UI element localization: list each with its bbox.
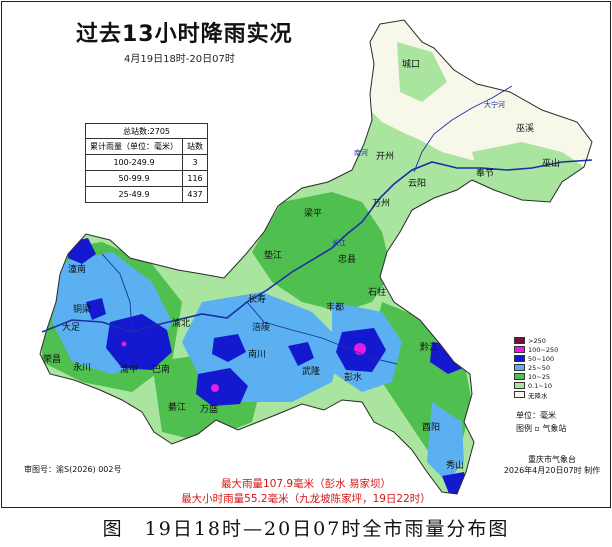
credit-time: 2026年4月20日07时 制作 (503, 466, 601, 475)
city-label-wuxi: 巫溪 (516, 124, 535, 134)
zone-10-25-central (252, 192, 392, 312)
credit-block: 重庆市气象台 2026年4月20日07时 制作 (502, 454, 602, 476)
legend-label: 10~25 (528, 372, 550, 381)
station-total: 总站数:2705 (85, 123, 208, 139)
rainfall-map (39, 19, 593, 495)
table-row: 25-49.9 437 (85, 186, 208, 203)
range-cell: 25-49.9 (85, 186, 183, 203)
zone-100-250-wansheng (211, 384, 219, 392)
legend-swatch (514, 337, 525, 344)
legend-swatch (514, 364, 525, 371)
tributary-north (413, 85, 513, 173)
column-header-count: 站数 (182, 138, 208, 155)
legend-item: 0.1~10 (514, 381, 558, 390)
table-row: 50-99.9 116 (85, 170, 208, 187)
legend-swatch (514, 346, 525, 353)
legend-item: 25~50 (514, 363, 558, 372)
legend-label: 50~100 (528, 354, 555, 363)
legend-item: >250 (514, 336, 558, 345)
legend-unit: 单位：毫米 (516, 411, 556, 420)
legend-swatch (514, 382, 525, 389)
zone-100-250-urban (121, 341, 127, 347)
zone-25-50-southeast (427, 402, 464, 482)
city-label-tongnan: 潼南 (68, 265, 87, 275)
legend-label: 0.1~10 (528, 381, 553, 390)
yangtze-river (41, 159, 593, 333)
legend-item: 无降水 (514, 390, 558, 400)
river-label-changjiang: 长江 (332, 239, 346, 247)
figure-caption: 图 19日18时—20日07时全市雨量分布图 (102, 518, 510, 540)
city-label-fengdu: 丰都 (326, 303, 345, 313)
rainfall-legend: >250 100~250 50~100 25~50 10~25 0.1~10 无… (514, 336, 558, 400)
zone-50-100-west (86, 298, 106, 320)
rainfall-map-frame: 过去13小时降雨实况 4月19日18时-20日07时 总站数:2705 累计雨量… (1, 1, 611, 508)
legend-label: 100~250 (528, 345, 559, 354)
table-row: 100-249.9 3 (85, 154, 208, 171)
city-label-yongchuan: 永川 (73, 363, 92, 373)
city-label-dianjiang: 垫江 (264, 251, 283, 261)
tributary-jialing (101, 253, 133, 333)
map-time-range: 4月19日18时-20日07时 (124, 54, 235, 65)
legend-item: 10~25 (514, 372, 558, 381)
legend-label: >250 (528, 336, 546, 345)
city-label-tongliang: 铜梁 (73, 305, 92, 315)
city-label-fengjie: 奉节 (476, 169, 495, 179)
city-label-wansheng: 万盛 (200, 405, 219, 415)
city-label-liangping: 梁平 (304, 209, 323, 219)
city-label-wulong: 武隆 (302, 367, 321, 377)
city-label-fuling: 涪陵 (252, 323, 271, 333)
count-cell: 437 (182, 186, 208, 203)
city-label-xiushan: 秀山 (446, 461, 465, 471)
range-cell: 50-99.9 (85, 170, 183, 187)
legend-item: 50~100 (514, 354, 558, 363)
count-cell: 3 (182, 154, 208, 171)
zone-50-100-wulong (288, 342, 314, 366)
range-cell: 100-249.9 (85, 154, 183, 171)
zone-light-mid (402, 142, 462, 187)
legend-item: 100~250 (514, 345, 558, 354)
max-hourly-rainfall-text: 最大小时雨量55.2毫米（九龙坡陈家坪，19日22时） (181, 493, 431, 505)
city-label-zhongxian: 忠县 (338, 255, 357, 265)
count-cell: 116 (182, 170, 208, 187)
zone-light-upper (397, 42, 447, 102)
city-label-banan: 巴南 (152, 365, 171, 375)
city-label-chengkou: 城口 (402, 60, 421, 70)
river-label-nanhe: 南河 (354, 149, 368, 157)
map-title: 过去13小时降雨实况 (76, 22, 293, 47)
legend-swatch (514, 355, 525, 362)
legend-swatch (514, 373, 525, 380)
city-label-wushan: 巫山 (542, 159, 561, 169)
legend-station-note: 图例 ▫ 气象站 (516, 424, 567, 433)
map-approval-number: 审图号：渝S(2026) 002号 (24, 465, 122, 474)
max-rainfall-text: 最大雨量107.9毫米（彭水 易家坝） (221, 478, 391, 490)
city-label-yuzhong: 渝中 (120, 365, 139, 375)
city-label-yunyang: 云阳 (408, 179, 427, 189)
legend-swatch (514, 391, 525, 398)
column-header-rainfall: 累计雨量（单位：毫米） (85, 138, 183, 155)
city-label-youyang: 酉阳 (422, 423, 441, 433)
legend-label: 25~50 (528, 363, 550, 372)
zone-50-100-qijiang (196, 368, 248, 406)
city-label-kaizhou: 开州 (376, 152, 395, 162)
city-label-pengshui: 彭水 (344, 373, 363, 383)
credit-org: 重庆市气象台 (528, 455, 576, 464)
city-label-dazu: 大足 (62, 323, 81, 333)
city-label-qijiang: 綦江 (168, 403, 187, 413)
river-label-daning: 大宁河 (484, 101, 505, 109)
city-label-changshou: 长寿 (248, 295, 267, 305)
station-stats-table: 总站数:2705 累计雨量（单位：毫米） 站数 100-249.9 3 50-9… (85, 123, 208, 203)
tributary-wujiang (246, 301, 398, 365)
zone-50-100-fuling (212, 334, 246, 362)
city-label-wanzhou: 万州 (372, 199, 391, 209)
city-label-rongchang: 荣昌 (43, 355, 62, 365)
city-label-yubei: 渝北 (172, 319, 191, 329)
city-label-nanchuan: 南川 (248, 350, 267, 360)
city-label-qianjiang: 黔江 (420, 343, 439, 353)
legend-label: 无降水 (528, 391, 548, 400)
city-label-shizhu: 石柱 (368, 288, 387, 298)
